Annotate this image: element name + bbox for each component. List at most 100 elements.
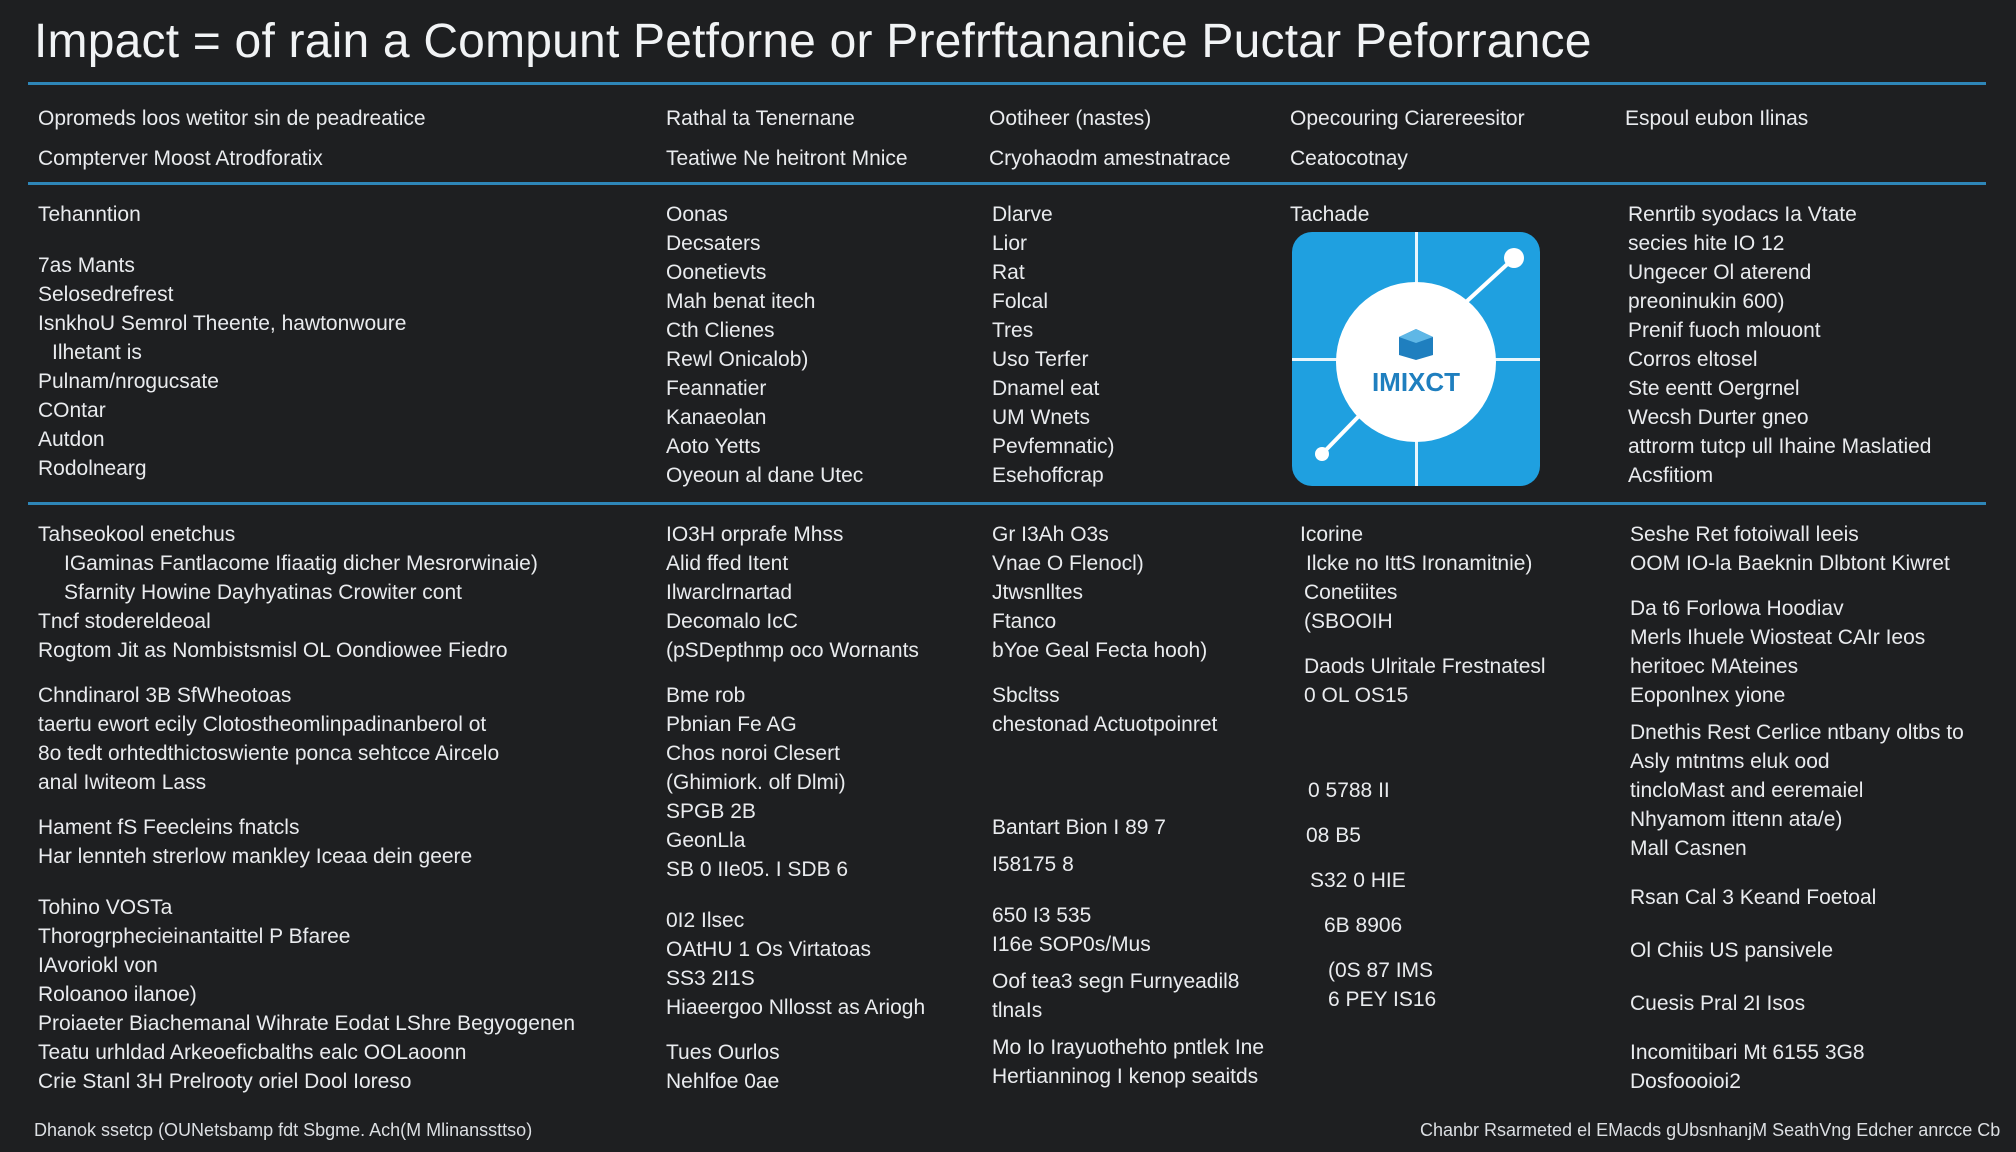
s1c2-line: Mah benat itech — [666, 290, 816, 313]
header-col-4: Opecouring Ciarereesitor Ceatocotnay — [1290, 104, 1525, 173]
s2c5-line: Rsan Cal 3 Keand Foetoal — [1630, 886, 1877, 909]
footer-right: Chanbr Rsarmeted el EMacds gUbsnhanjM Se… — [1420, 1120, 2001, 1140]
s2c2-line: (pSDepthmp oco Wornants — [666, 639, 919, 662]
s2c2-line: SS3 2I1S — [666, 967, 755, 990]
s1c1-line: Pulnam/nrogucsate — [38, 370, 219, 393]
s2c4-line: (SBOOIH — [1304, 610, 1393, 633]
s2c5-line: tincloMast and eeremaiel — [1630, 779, 1864, 802]
section-1-col-1: Tehanntion 7as Mants Selosedrefrest Isnk… — [38, 200, 406, 483]
s2c5-line: Eoponlnex yione — [1630, 684, 1786, 707]
s2c5-line: Merls Ihuele Wiosteat CAIr Ieos — [1630, 626, 1926, 649]
s2c2-line: 0I2 Ilsec — [666, 909, 745, 932]
s1c5-line: Acsfitiom — [1628, 464, 1714, 487]
s2c2-line: Bme rob — [666, 684, 746, 707]
header-col-3-line: Cryohaodm amestnatrace — [989, 147, 1231, 170]
s2c1-line: Proiaeter Biachemanal Wihrate Eodat LShr… — [38, 1012, 575, 1035]
s1c5-line: secies hite IO 12 — [1628, 232, 1785, 255]
s2c3-line: Gr I3Ah O3s — [992, 523, 1109, 546]
s2c2-line: Ilwarclrnartad — [666, 581, 793, 604]
section-1-col-4: Tachade — [1290, 200, 1369, 229]
s2c1-line: Rogtom Jit as Nombistsmisl OL Oondiowee … — [38, 639, 508, 662]
s1c1-line: IsnkhoU Semrol Theente, hawtonwoure — [38, 312, 407, 335]
s1c3-line: UM Wnets — [992, 406, 1091, 429]
section-2-col-5: Seshe Ret fotoiwall leeis OOM IO-la Baek… — [1630, 520, 1964, 1096]
header-col-1-line: Compterver Moost Atrodforatix — [38, 147, 323, 170]
s2c4-line: 6 PEY IS16 — [1328, 988, 1437, 1011]
s1c3-line: Tres — [992, 319, 1034, 342]
s2c2-line: Pbnian Fe AG — [666, 713, 797, 736]
s2c4-line: S32 0 HIE — [1310, 869, 1406, 892]
s1c1-line: Tehanntion — [38, 203, 141, 226]
header-col-2-line: Rathal ta Tenernane — [666, 107, 855, 130]
s1c2-line: Oyeoun al dane Utec — [666, 464, 864, 487]
s2c1-line: taertu ewort ecily Clotostheomlinpadinan… — [38, 713, 487, 736]
s2c1-line: Sfarnity Howine Dayhyatinas Crowiter con… — [64, 581, 462, 604]
section-2-col-3: Gr I3Ah O3s Vnae O Flenocl) Jtwsnlltes F… — [992, 520, 1264, 1091]
s2c3-line: Jtwsnlltes — [992, 581, 1084, 604]
s2c2-line: Chos noroi Clesert — [666, 742, 840, 765]
cube-icon — [1399, 328, 1433, 360]
s2c1-line: anal Iwiteom Lass — [38, 771, 207, 794]
section-2-col-4: Icorine Ilcke no IttS Ironamitnie) Conet… — [1300, 520, 1546, 1014]
impact-app-icon: IMIXCT — [1292, 232, 1540, 486]
s2c1-line: Tahseokool enetchus — [38, 523, 236, 546]
page-title: Impact = of rain a Compunt Petforne or P… — [34, 15, 1592, 68]
s2c5-line: Asly mtntms eluk ood — [1630, 750, 1830, 773]
s1c3-line: Rat — [992, 261, 1025, 284]
header-col-3: Ootiheer (nastes) Cryohaodm amestnatrace — [989, 104, 1231, 173]
s1c5-line: preoninukin 600) — [1628, 290, 1785, 313]
s2c5-line: Ol Chiis US pansivele — [1630, 939, 1834, 962]
header-col-4-line: Opecouring Ciarereesitor — [1290, 107, 1525, 130]
s2c3-line: I58175 8 — [992, 853, 1074, 876]
s1c2-line: Cth Clienes — [666, 319, 775, 342]
rule-top — [28, 82, 1986, 85]
s1c5-line: Corros eltosel — [1628, 348, 1758, 371]
s2c5-line: OOM IO-la Baeknin Dlbtont Kiwret — [1630, 552, 1950, 575]
s2c2-line: Nehlfoe 0ae — [666, 1070, 780, 1093]
s2c4-line: Ilcke no IttS Ironamitnie) — [1306, 552, 1533, 575]
s2c3-line: Sbcltss — [992, 684, 1060, 707]
s2c2-line: SPGB 2B — [666, 800, 756, 823]
header-col-2-line: Teatiwe Ne heitront Mnice — [666, 147, 908, 170]
s1c3-line: Folcal — [992, 290, 1049, 313]
header-col-5: Espoul eubon Ilinas — [1625, 104, 1808, 133]
s2c5-line: Cuesis Pral 2I Isos — [1630, 992, 1806, 1015]
s1c2-line: Oonetievts — [666, 261, 767, 284]
s2c4-line: Conetiites — [1304, 581, 1398, 604]
s2c5-line: Nhyamom ittenn ata/e) — [1630, 808, 1843, 831]
s1c2-line: Feannatier — [666, 377, 767, 400]
s2c5-line: Dosfoooioi2 — [1630, 1070, 1741, 1093]
s2c5-line: Da t6 Forlowa Hoodiav — [1630, 597, 1844, 620]
s1c1-line: Rodolnearg — [38, 457, 147, 480]
s1c4-line: Tachade — [1290, 203, 1370, 226]
s2c3-line: chestonad Actuotpoinret — [992, 713, 1218, 736]
s2c4-line: 6B 8906 — [1324, 914, 1403, 937]
s2c5-line: Incomitibari Mt 6155 3G8 — [1630, 1041, 1865, 1064]
s2c1-line: IAvoriokl von — [38, 954, 158, 977]
s2c1-line: Chndinarol 3B SfWheotoas — [38, 684, 292, 707]
s2c1-line: Tohino VOSTa — [38, 896, 173, 919]
section-1-col-3: Dlarve Lior Rat Folcal Tres Uso Terfer D… — [992, 200, 1115, 490]
s2c5-line: heritoec MAteines — [1630, 655, 1799, 678]
footer-left: Dhanok ssetcp (OUNetsbamp fdt Sbgme. Ach… — [34, 1120, 533, 1140]
s2c2-line: Decomalo IcC — [666, 610, 798, 633]
tile-disc: IMIXCT — [1336, 282, 1496, 442]
s2c4-line: 0 OL OS15 — [1304, 684, 1409, 707]
s2c2-line: Tues Ourlos — [666, 1041, 780, 1064]
s2c3-line: bYoe Geal Fecta hooh) — [992, 639, 1208, 662]
s2c1-line: Hament fS Feecleins fnatcls — [38, 816, 300, 839]
rule-header — [28, 182, 1986, 185]
header-col-1-line: Opromeds loos wetitor sin de peadreatice — [38, 107, 426, 130]
s2c2-line: Hiaeergoo Nllosst as Ariogh — [666, 996, 926, 1019]
s2c1-line: 8o tedt orhtedthictoswiente ponca sehtcc… — [38, 742, 500, 765]
s2c3-line: I16e SOP0s/Mus — [992, 933, 1151, 956]
s2c5-line: Dnethis Rest Cerlice ntbany oltbs to — [1630, 721, 1964, 744]
s2c1-line: Teatu urhldad Arkeoeficbalths ealc OOLao… — [38, 1041, 467, 1064]
s1c3-line: Dnamel eat — [992, 377, 1100, 400]
s2c1-line: Har lennteh strerlow mankley Iceaa dein … — [38, 845, 473, 868]
s2c2-line: Alid ffed Itent — [666, 552, 789, 575]
s1c5-line: Prenif fuoch mlouont — [1628, 319, 1821, 342]
s2c1-line: Tncf stodereldeoal — [38, 610, 211, 633]
s2c3-line: Hertianninog I kenop seaitds — [992, 1065, 1259, 1088]
s1c1-line: COntar — [38, 399, 106, 422]
